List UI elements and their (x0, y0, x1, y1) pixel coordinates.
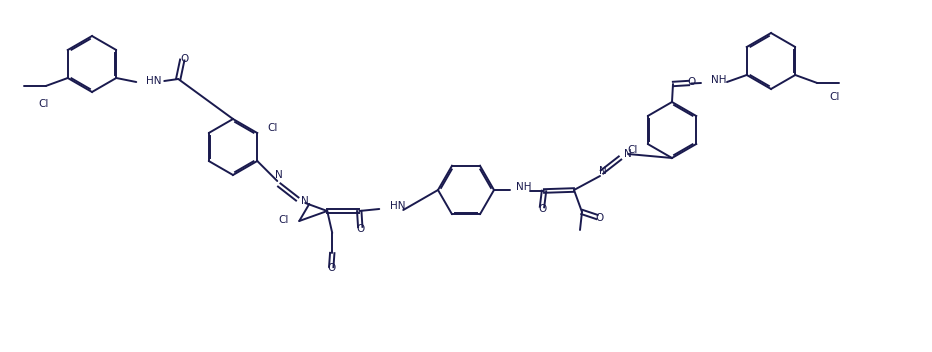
Text: Cl: Cl (627, 145, 637, 155)
Text: NH: NH (516, 182, 531, 192)
Text: N: N (301, 196, 309, 206)
Text: O: O (538, 204, 546, 214)
Text: N: N (275, 170, 283, 180)
Text: Cl: Cl (38, 99, 49, 109)
Text: O: O (180, 54, 188, 64)
Text: NH: NH (711, 75, 727, 85)
Text: O: O (356, 224, 364, 234)
Text: Cl: Cl (279, 215, 289, 225)
Text: N: N (599, 166, 607, 176)
Text: O: O (687, 77, 695, 87)
Text: HN: HN (391, 201, 405, 211)
Text: O: O (327, 263, 336, 273)
Text: N: N (624, 149, 632, 159)
Text: Cl: Cl (829, 92, 840, 102)
Text: Cl: Cl (267, 123, 278, 133)
Text: O: O (596, 213, 604, 223)
Text: HN: HN (146, 76, 162, 86)
